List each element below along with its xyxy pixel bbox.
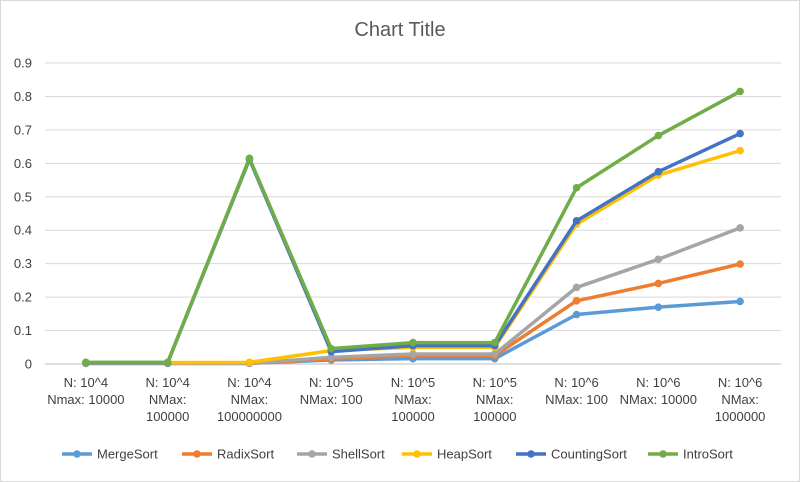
y-tick-label: 0.6 (14, 156, 32, 171)
legend-label: HeapSort (437, 447, 492, 462)
data-point (490, 338, 499, 347)
data-point (654, 167, 663, 176)
data-point (736, 260, 744, 268)
data-point (654, 303, 663, 311)
data-point (736, 146, 744, 155)
data-point (736, 129, 744, 138)
legend-item: HeapSort (402, 447, 492, 462)
legend-label: MergeSort (97, 447, 158, 462)
series-lines (82, 87, 744, 368)
data-point (654, 279, 663, 288)
data-point (327, 353, 336, 362)
legend-item: MergeSort (62, 447, 158, 462)
legend-item: CountingSort (516, 447, 627, 462)
y-tick-label: 0.7 (14, 122, 32, 137)
data-point (245, 154, 254, 163)
y-tick-label: 0.5 (14, 189, 32, 204)
data-point (572, 296, 581, 305)
legend-swatch-marker (193, 450, 201, 458)
y-tick-label: 0.2 (14, 290, 32, 305)
y-tick-label: 0.3 (14, 256, 32, 271)
data-point (245, 358, 254, 367)
legend: MergeSort RadixSort ShellSort HeapSort Count… (62, 447, 733, 462)
data-point (409, 338, 417, 347)
y-tick-label: 0.1 (14, 323, 32, 338)
data-point (572, 183, 581, 192)
x-category-label: N: 10^6 NMax: 1000000 (715, 375, 766, 424)
legend-swatch-marker (527, 450, 535, 458)
legend-swatch-marker (413, 450, 421, 458)
y-tick-label: 0.8 (14, 89, 32, 104)
x-category-label: N: 10^4 NMax: 100000 (145, 375, 189, 424)
x-category-label: N: 10^4 Nmax: 10000 (47, 375, 124, 407)
data-point (572, 217, 581, 225)
data-point (654, 255, 663, 264)
legend-label: RadixSort (217, 447, 274, 462)
data-point (82, 358, 90, 367)
legend-swatch-marker (659, 450, 667, 458)
data-point (163, 358, 172, 367)
legend-item: ShellSort (297, 447, 385, 462)
legend-label: IntroSort (683, 447, 733, 462)
legend-label: CountingSort (551, 447, 627, 462)
y-tick-label: 0.9 (14, 56, 32, 71)
legend-swatch-marker (73, 450, 81, 458)
data-point (327, 344, 336, 353)
chart-title: Chart Title (354, 19, 445, 41)
legend-item: IntroSort (648, 447, 733, 462)
x-category-label: N: 10^6 NMax: 10000 (620, 375, 697, 407)
data-point (736, 87, 744, 96)
legend-swatch-marker (308, 450, 316, 458)
x-category-label: N: 10^5 NMax: 100 (300, 375, 363, 407)
legend-item: RadixSort (182, 447, 274, 462)
series-introsort (82, 87, 744, 367)
x-axis-categories: N: 10^4 Nmax: 10000 N: 10^4 NMax: 100000 N: 1… (47, 375, 765, 424)
x-category-label: N: 10^5 NMax: 100000 (473, 375, 517, 424)
y-tick-label: 0.4 (14, 223, 32, 238)
data-point (572, 283, 581, 292)
legend-label: ShellSort (332, 447, 385, 462)
data-point (654, 131, 663, 140)
data-point (490, 350, 499, 358)
data-point (409, 350, 417, 358)
data-point (736, 224, 744, 232)
y-tick-label: 0 (25, 357, 32, 372)
x-category-label: N: 10^6 NMax: 100 (545, 375, 608, 407)
x-category-label: N: 10^4 NMax: 100000000 (217, 375, 282, 424)
data-point (736, 297, 744, 306)
data-point (572, 310, 581, 319)
y-axis-ticks: 0 0.1 0.2 0.3 0.4 0.5 0.6 0.7 0.8 0.9 (14, 56, 32, 372)
x-category-label: N: 10^5 NMax: 100000 (391, 375, 435, 424)
